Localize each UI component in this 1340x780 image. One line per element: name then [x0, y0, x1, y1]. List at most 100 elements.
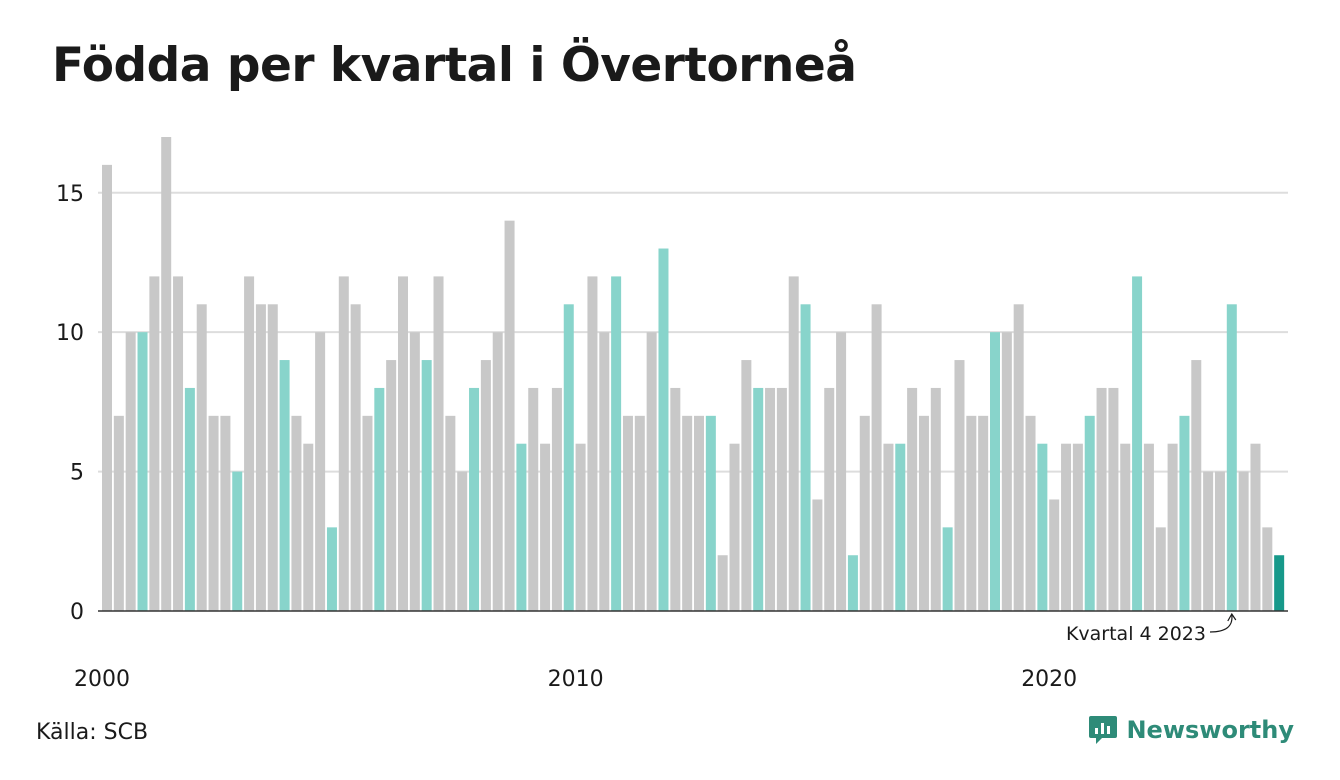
bars [102, 137, 1285, 611]
bar [267, 304, 278, 611]
bar [776, 387, 787, 611]
bar [457, 471, 468, 611]
bar [611, 276, 622, 611]
bar [575, 443, 586, 611]
bar [824, 387, 835, 611]
bar [469, 387, 480, 611]
source-note: Källa: SCB [36, 720, 149, 745]
bar [1226, 304, 1237, 611]
bar [622, 415, 633, 611]
bar [682, 415, 693, 611]
bar [504, 220, 515, 611]
bar [694, 415, 704, 611]
y-tick-label: 5 [70, 461, 84, 486]
bar [918, 415, 929, 611]
bar [196, 304, 207, 611]
bar [149, 276, 160, 611]
annotation-arrowhead [1227, 612, 1237, 622]
y-tick-label: 15 [56, 182, 84, 207]
y-tick-label: 10 [56, 321, 84, 346]
bar-chart: 0 5 10 15 2000 2010 2020 Kvartal 4 2023 [56, 137, 1288, 692]
bar [859, 415, 870, 611]
bar [883, 443, 894, 611]
bar [102, 164, 112, 611]
bar [1061, 443, 1072, 611]
bar [1108, 387, 1119, 611]
tick-labels: 0 5 10 15 2000 2010 2020 [56, 182, 1077, 692]
bar [291, 415, 302, 611]
bar [954, 360, 965, 611]
bar [409, 332, 420, 611]
bar [741, 360, 752, 611]
x-tick-label: 2000 [74, 667, 130, 692]
bar [540, 443, 551, 611]
bar [907, 387, 918, 611]
bar [113, 415, 124, 611]
bar [184, 387, 195, 611]
brand: Newsworthy [1088, 714, 1294, 746]
bar [1214, 471, 1225, 611]
bar [326, 527, 337, 611]
bar [658, 248, 669, 611]
bar [800, 304, 811, 611]
bar [1025, 415, 1036, 611]
bar [255, 304, 266, 611]
bar [930, 387, 941, 611]
bar [765, 387, 776, 611]
page-title: Födda per kvartal i Övertorneå [52, 38, 857, 93]
bar [1013, 304, 1024, 611]
bar [587, 276, 598, 611]
bar [1037, 443, 1048, 611]
bar [634, 415, 645, 611]
bar [1238, 471, 1249, 611]
bar [1096, 387, 1107, 611]
bar [1120, 443, 1131, 611]
bar [1072, 443, 1083, 611]
bar [646, 332, 657, 611]
bar [1179, 415, 1190, 611]
bar [421, 360, 432, 611]
x-tick-label: 2020 [1021, 667, 1077, 692]
y-tick-label: 0 [70, 600, 84, 625]
bar [220, 415, 231, 611]
bar [1049, 499, 1060, 611]
bar [1250, 443, 1261, 611]
chart-bubble-icon [1089, 716, 1118, 744]
bar [871, 304, 882, 611]
bar [386, 360, 397, 611]
bar [942, 527, 953, 611]
bar [1191, 360, 1202, 611]
bar [1274, 555, 1285, 611]
bar [895, 443, 906, 611]
bar [788, 276, 799, 611]
bar [563, 304, 574, 611]
bar [528, 387, 539, 611]
bar [1001, 332, 1012, 611]
bar [232, 471, 243, 611]
bar [717, 555, 728, 611]
bar [315, 332, 326, 611]
bar [303, 443, 314, 611]
bar [990, 332, 1000, 611]
bar [551, 387, 562, 611]
annotation-arrow [1209, 614, 1233, 633]
bar [173, 276, 184, 611]
bar [362, 415, 373, 611]
bar [492, 332, 503, 611]
bar [599, 332, 610, 611]
bar [279, 360, 290, 611]
bar [244, 276, 255, 611]
bar [398, 276, 408, 611]
bar [836, 332, 847, 611]
bar [125, 332, 136, 611]
bar [1203, 471, 1214, 611]
bar [445, 415, 456, 611]
bar [516, 443, 527, 611]
bar [1143, 443, 1154, 611]
bar [480, 360, 491, 611]
x-tick-label: 2010 [548, 667, 604, 692]
bar [338, 276, 349, 611]
bar [670, 387, 681, 611]
bar [705, 415, 716, 611]
